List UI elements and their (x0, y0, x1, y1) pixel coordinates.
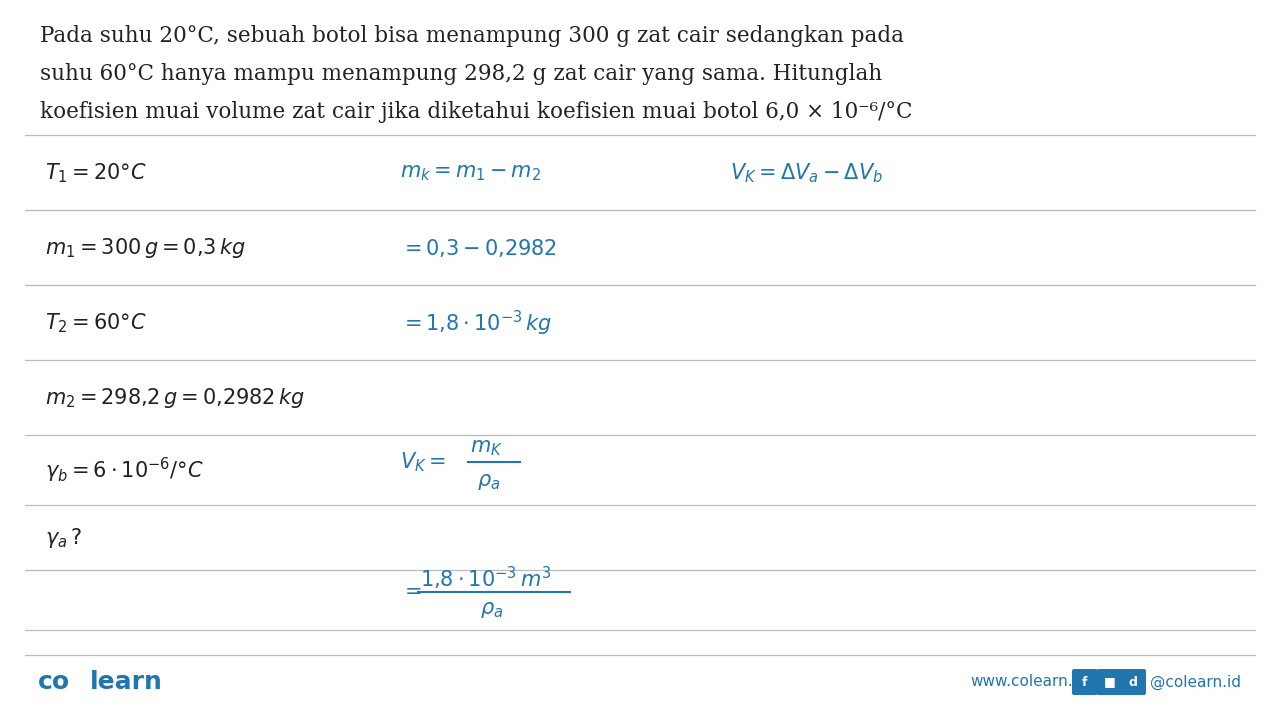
Text: co: co (38, 670, 70, 694)
Text: $V_K = \Delta V_a - \Delta V_b$: $V_K = \Delta V_a - \Delta V_b$ (730, 161, 883, 185)
Text: learn: learn (90, 670, 163, 694)
Text: $m_2 = 298{,}2\,g = 0{,}2982\,kg$: $m_2 = 298{,}2\,g = 0{,}2982\,kg$ (45, 386, 305, 410)
Text: $\gamma_b = 6 \cdot 10^{-6}/°C$: $\gamma_b = 6 \cdot 10^{-6}/°C$ (45, 455, 204, 485)
Text: $= 1{,}8 \cdot 10^{-3}\,kg$: $= 1{,}8 \cdot 10^{-3}\,kg$ (399, 308, 553, 338)
Text: $m_k = m_1 - m_2$: $m_k = m_1 - m_2$ (399, 163, 541, 183)
Text: $m_K$: $m_K$ (470, 438, 503, 458)
FancyBboxPatch shape (1073, 669, 1098, 695)
Text: @colearn.id: @colearn.id (1149, 675, 1242, 690)
FancyBboxPatch shape (1120, 669, 1146, 695)
Text: $=$: $=$ (399, 580, 421, 600)
Text: koefisien muai volume zat cair jika diketahui koefisien muai botol 6,0 × 10⁻⁶/°C: koefisien muai volume zat cair jika dike… (40, 101, 913, 123)
Text: Pada suhu 20°C, sebuah botol bisa menampung 300 g zat cair sedangkan pada: Pada suhu 20°C, sebuah botol bisa menamp… (40, 25, 904, 47)
Text: ■: ■ (1105, 675, 1116, 688)
FancyBboxPatch shape (1097, 669, 1123, 695)
Text: $T_1 = 20°C$: $T_1 = 20°C$ (45, 161, 147, 185)
Text: suhu 60°C hanya mampu menampung 298,2 g zat cair yang sama. Hitunglah: suhu 60°C hanya mampu menampung 298,2 g … (40, 63, 882, 85)
Text: $\rho_a$: $\rho_a$ (477, 472, 500, 492)
Text: $m_1 = 300\,g = 0{,}3\,kg$: $m_1 = 300\,g = 0{,}3\,kg$ (45, 236, 246, 260)
Text: f: f (1083, 675, 1088, 688)
Text: $\rho_a$: $\rho_a$ (480, 600, 503, 620)
Text: www.colearn.id: www.colearn.id (970, 675, 1087, 690)
Text: $\gamma_a\,?$: $\gamma_a\,?$ (45, 526, 82, 550)
Text: $T_2 = 60°C$: $T_2 = 60°C$ (45, 311, 147, 335)
Text: d: d (1129, 675, 1138, 688)
Text: $= 0{,}3 - 0{,}2982$: $= 0{,}3 - 0{,}2982$ (399, 237, 557, 259)
Text: $V_K =$: $V_K =$ (399, 450, 445, 474)
Text: $1{,}8 \cdot 10^{-3}\,m^3$: $1{,}8 \cdot 10^{-3}\,m^3$ (420, 564, 552, 592)
